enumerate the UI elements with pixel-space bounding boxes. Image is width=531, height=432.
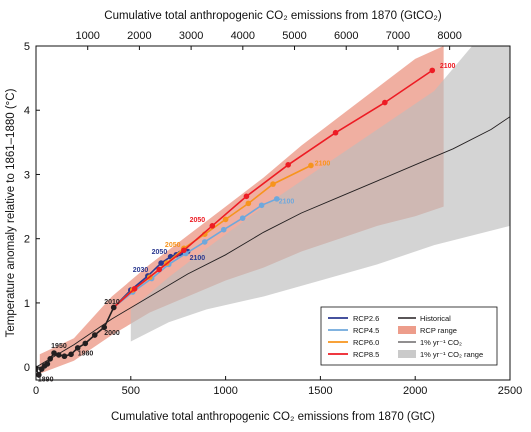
historical-point xyxy=(55,352,62,358)
rcp8-5-point xyxy=(382,99,388,106)
annotations: 1890195019802000201020302050205020502100… xyxy=(38,63,456,383)
rcp4-5-point xyxy=(273,196,280,202)
x2-tick-label: 1000 xyxy=(75,30,99,42)
x-tick-label: 0 xyxy=(33,385,39,397)
x2-tick-label: 6000 xyxy=(334,30,358,42)
historical-point xyxy=(74,345,81,351)
y-tick-label: 1 xyxy=(24,298,30,310)
x2-tick-label: 2000 xyxy=(127,30,151,42)
x-axis-title: Cumulative total anthropogenic CO₂ emiss… xyxy=(111,411,435,423)
legend-label-1-yr-co-range: 1% yr⁻¹ CO₂ range xyxy=(420,350,483,359)
rcp8-5-point xyxy=(429,67,436,74)
x-tick-label: 2500 xyxy=(498,385,522,397)
plot-frame xyxy=(35,45,511,381)
legend-label-rcp6-0: RCP6.0 xyxy=(353,338,379,347)
x2-tick-label: 7000 xyxy=(386,30,410,42)
y-tick-label: 0 xyxy=(24,362,30,374)
historical-point xyxy=(51,350,57,356)
historical-point xyxy=(91,332,98,338)
annotation-label: 2050 xyxy=(152,249,168,256)
y-tick-label: 5 xyxy=(24,41,30,53)
rcp8-5-point xyxy=(209,223,216,229)
annotation-label: 1980 xyxy=(78,351,94,358)
rcp4-5-point xyxy=(220,226,227,233)
historical-point xyxy=(44,361,51,367)
rcp8-5-line xyxy=(113,69,433,308)
rcp8-5-point xyxy=(332,129,339,136)
annotation-label: 2050 xyxy=(190,217,206,224)
annotation-label: 2030 xyxy=(133,267,149,274)
y-axis-title: Temperature anomaly relative to 1861–188… xyxy=(5,88,17,337)
rcp6-0-point xyxy=(222,216,229,223)
y-tick-label: 3 xyxy=(24,169,30,181)
legend-label-historical: Historical xyxy=(420,314,451,323)
legend-swatch-rcp-range xyxy=(398,326,416,334)
historical-point xyxy=(110,304,117,311)
annotation-label: 2100 xyxy=(279,198,295,205)
annotation-label: 2010 xyxy=(104,299,120,306)
historical-point xyxy=(101,324,108,331)
rcp8-5-point xyxy=(156,266,163,273)
x2-tick-label: 3000 xyxy=(179,30,203,42)
1-yr-co-line xyxy=(36,116,510,368)
x-tick-label: 1500 xyxy=(308,385,332,397)
annotation-label: 2100 xyxy=(315,160,331,167)
x2-axis-title: Cumulative total anthropogenic CO₂ emiss… xyxy=(104,10,442,22)
annotation-label: 2100 xyxy=(440,63,456,70)
legend-label-1-yr-co: 1% yr⁻¹ CO₂ xyxy=(420,338,462,347)
legend-label-rcp8-5: RCP8.5 xyxy=(353,350,379,359)
annotation-label: 2050 xyxy=(165,242,181,249)
y-tick-label: 2 xyxy=(24,234,30,246)
rcp8-5-point xyxy=(243,193,250,200)
historical-point xyxy=(82,340,89,347)
annotation-label: 2100 xyxy=(190,255,206,262)
x-tick-label: 1000 xyxy=(213,385,237,397)
x2-tick-label: 4000 xyxy=(231,30,255,42)
annotation-label: 2000 xyxy=(104,330,120,337)
rcp2-6-point xyxy=(158,260,164,266)
legend-label-rcp-range: RCP range xyxy=(420,326,457,335)
rcp6-0-point xyxy=(245,200,252,207)
annotation-label: 1950 xyxy=(51,343,67,350)
historical-point xyxy=(68,351,74,358)
rcp4-5-line xyxy=(113,198,278,309)
x2-tick-label: 8000 xyxy=(437,30,461,42)
rcp6-0-point xyxy=(270,181,276,187)
rcp8-5-point xyxy=(131,285,138,292)
1-yr-co-range-band xyxy=(130,46,510,342)
rcp8-5-point xyxy=(181,247,187,254)
x-tick-label: 500 xyxy=(122,385,140,397)
rcp4-5-point xyxy=(239,215,246,221)
axis-ticks: 0 500 1000 1500 2000 2500 0 1 2 3 4 5 1000 2000 3000 40… xyxy=(24,30,522,397)
legend-swatch-1-yr-co-range xyxy=(398,350,416,358)
legend-label-rcp4-5: RCP4.5 xyxy=(353,326,379,335)
rcp6-0-point xyxy=(308,162,314,169)
legend-label-rcp2-6: RCP2.6 xyxy=(353,314,379,323)
rcp4-5-point xyxy=(258,202,265,209)
historical-point xyxy=(61,353,68,360)
x2-tick-label: 5000 xyxy=(282,30,306,42)
x-tick-label: 2000 xyxy=(403,385,427,397)
rcp4-5-point xyxy=(201,239,208,245)
rcp8-5-point xyxy=(285,162,291,168)
y-tick-label: 4 xyxy=(24,105,30,117)
historical-point xyxy=(36,372,42,378)
legend: RCP2.6 RCP4.5 RCP6.0 RCP8.5 Historical RCP ra… xyxy=(320,306,498,366)
